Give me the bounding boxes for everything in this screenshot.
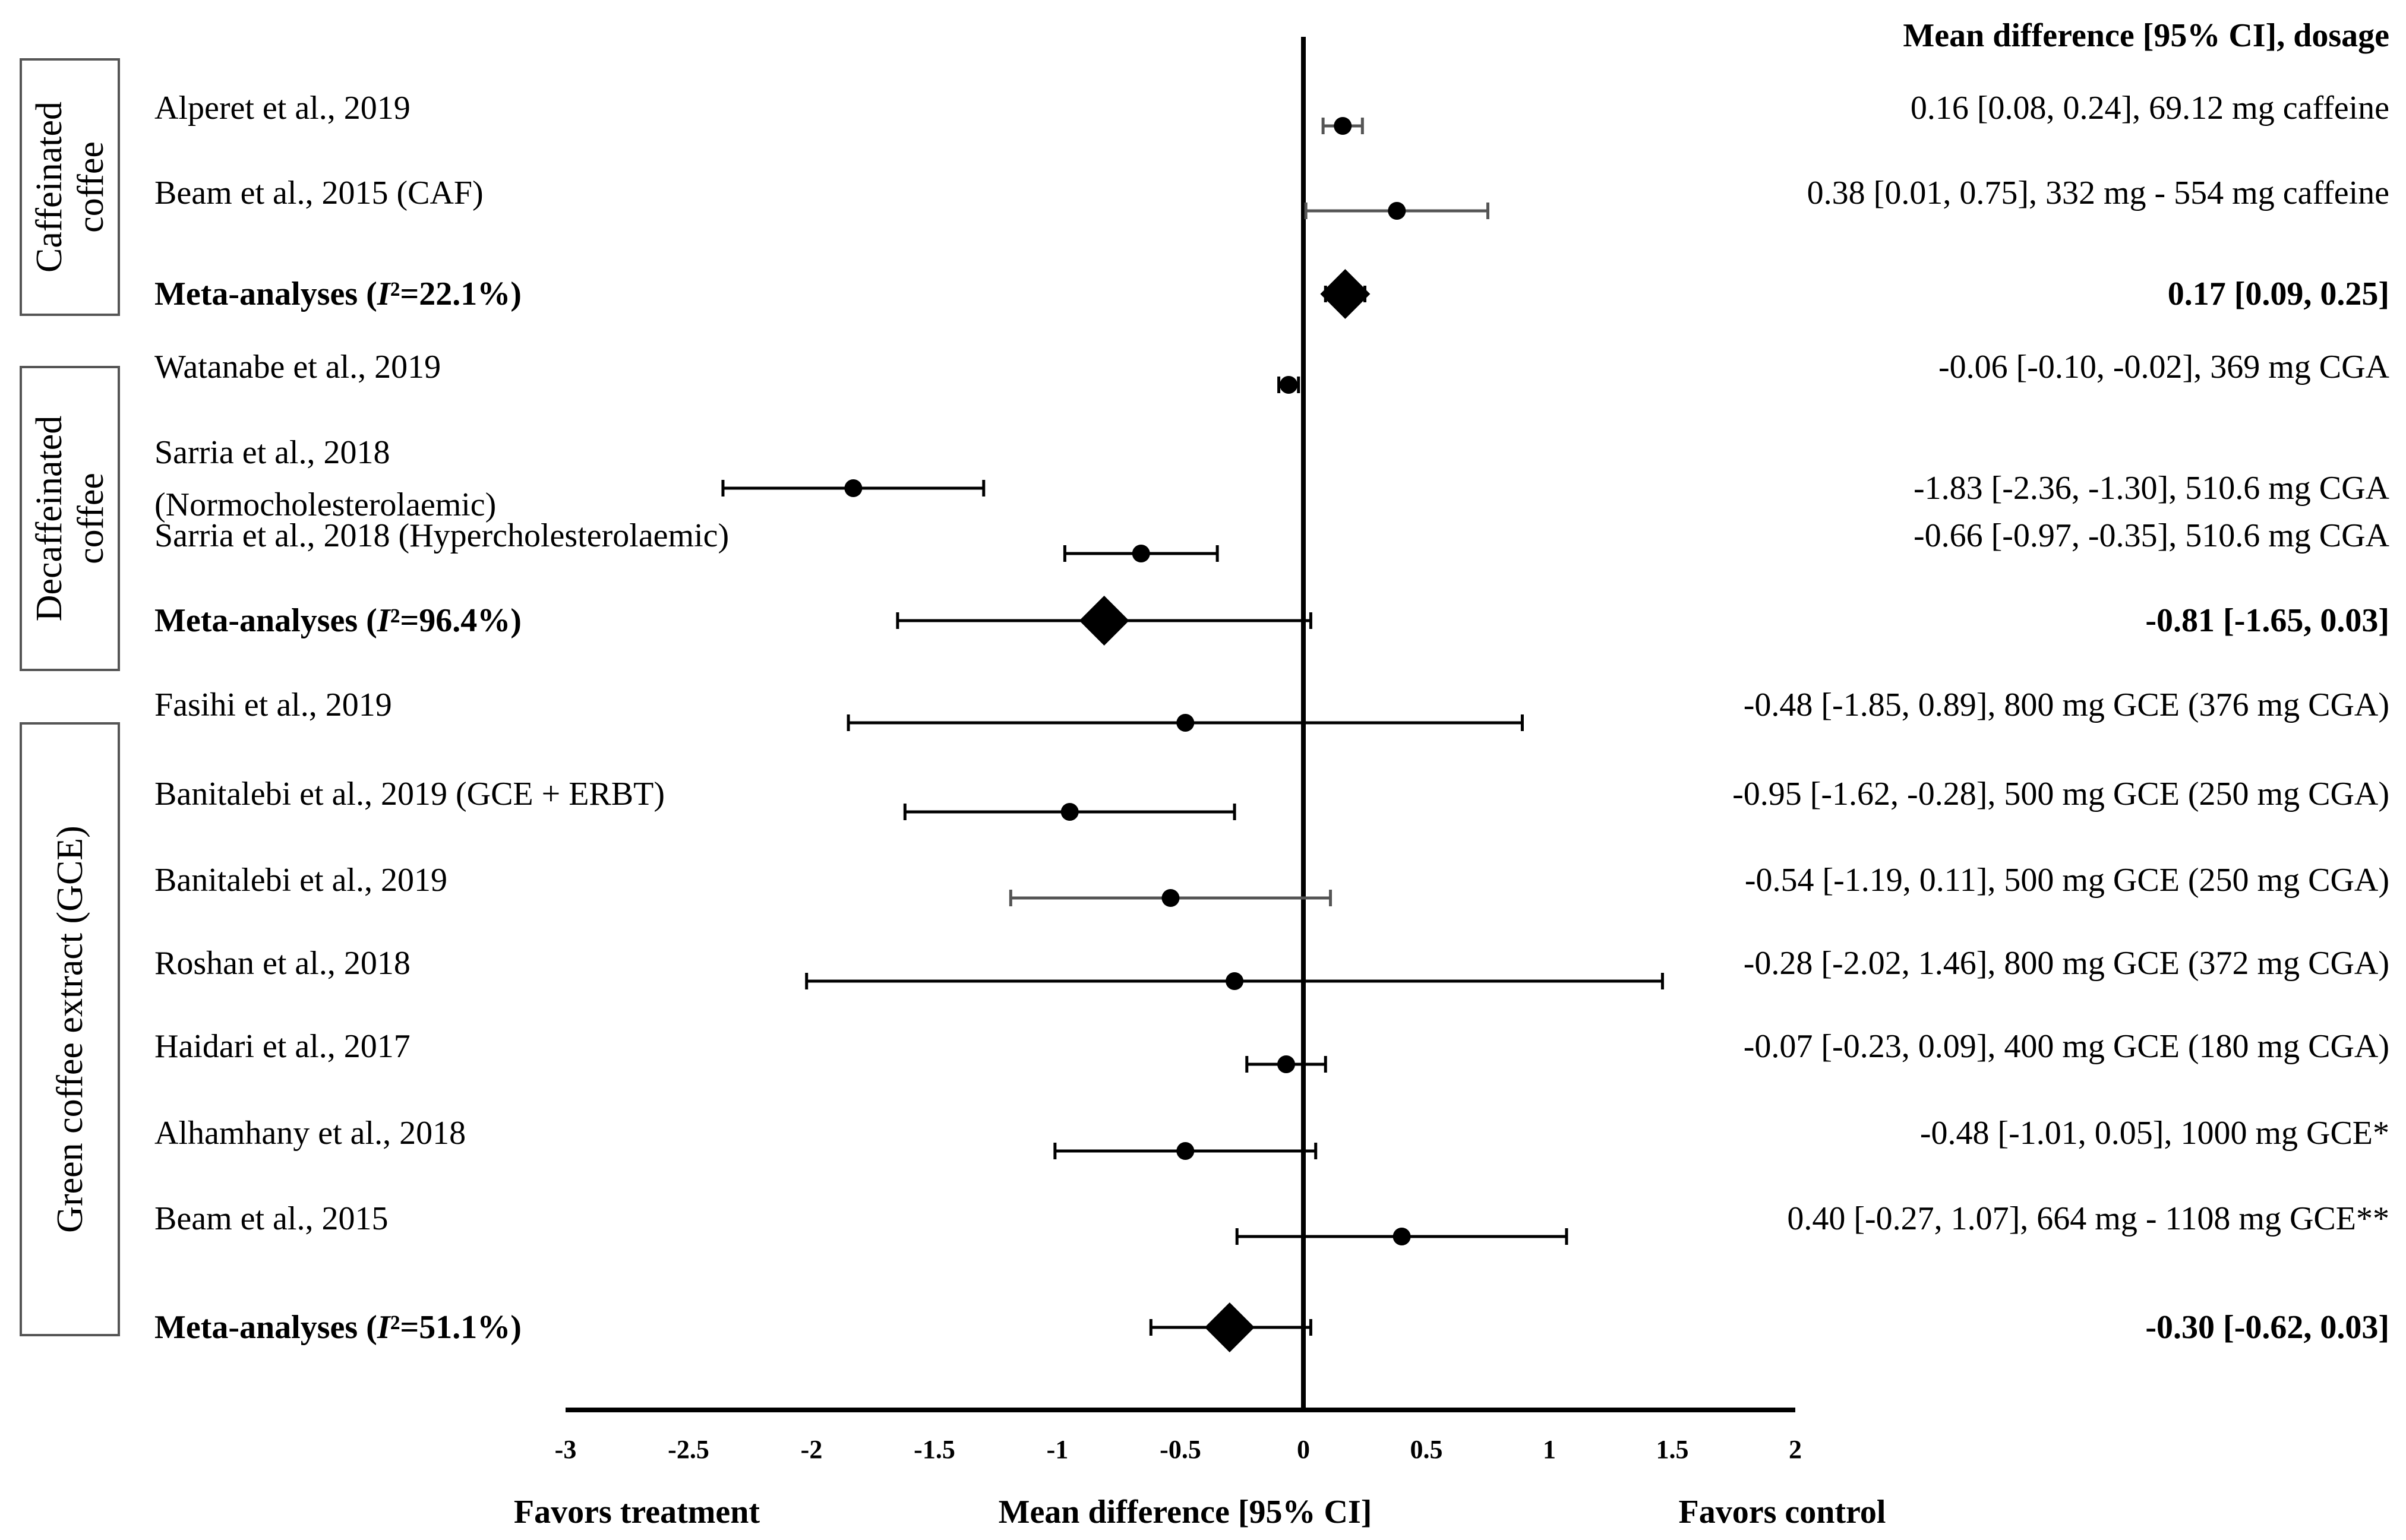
x-tick-label: 2 xyxy=(1789,1435,1802,1464)
study-point xyxy=(1176,714,1195,732)
study-point xyxy=(1280,376,1298,394)
group-label-box: Green coffee extract (GCE) xyxy=(20,722,120,1336)
study-point xyxy=(1226,972,1244,990)
study-point xyxy=(1132,545,1150,562)
x-tick-label: -3 xyxy=(555,1435,577,1464)
study-label: Sarria et al., 2018 xyxy=(154,434,390,471)
study-label: Roshan et al., 2018 xyxy=(154,945,411,982)
pooled-label: Meta-analyses (I²=96.4%) xyxy=(154,602,522,639)
x-tick-label: -1.5 xyxy=(914,1435,955,1464)
study-label: Beam et al., 2015 xyxy=(154,1200,388,1237)
study-estimate-text: -0.28 [-2.02, 1.46], 800 mg GCE (372 mg … xyxy=(1744,945,2389,982)
study-estimate-text: -0.07 [-0.23, 0.09], 400 mg GCE (180 mg … xyxy=(1744,1028,2389,1065)
study-point xyxy=(1277,1055,1296,1073)
study-point xyxy=(1388,202,1406,220)
group-label-box: Caffeinatedcoffee xyxy=(20,58,120,316)
x-tick-label: -1 xyxy=(1047,1435,1069,1464)
study-point xyxy=(1176,1142,1195,1160)
study-estimate-text: -0.54 [-1.19, 0.11], 500 mg GCE (250 mg … xyxy=(1745,862,2389,899)
study-label: Haidari et al., 2017 xyxy=(154,1028,411,1065)
study-point xyxy=(1334,117,1352,135)
x-tick-label: -2.5 xyxy=(668,1435,709,1464)
pooled-estimate-text: -0.81 [-1.65, 0.03] xyxy=(2145,602,2389,639)
x-tick-label: 1 xyxy=(1543,1435,1556,1464)
study-estimate-text: 0.38 [0.01, 0.75], 332 mg - 554 mg caffe… xyxy=(1807,175,2389,211)
study-estimate-text: -0.95 [-1.62, -0.28], 500 mg GCE (250 mg… xyxy=(1732,776,2389,812)
study-label: Watanabe et al., 2019 xyxy=(154,349,441,385)
study-label: Banitalebi et al., 2019 xyxy=(154,862,447,899)
study-estimate-text: 0.40 [-0.27, 1.07], 664 mg - 1108 mg GCE… xyxy=(1787,1200,2389,1237)
study-label: Beam et al., 2015 (CAF) xyxy=(154,175,484,211)
group-label-box: Decaffeinatedcoffee xyxy=(20,366,120,671)
study-label: Fasihi et al., 2019 xyxy=(154,687,392,723)
study-label: Alhamhany et al., 2018 xyxy=(154,1115,466,1152)
study-point xyxy=(1060,803,1079,821)
pooled-estimate-text: 0.17 [0.09, 0.25] xyxy=(2168,276,2389,312)
pooled-estimate-text: -0.30 [-0.62, 0.03] xyxy=(2145,1309,2389,1346)
group-label: Decaffeinatedcoffee xyxy=(29,416,111,622)
pooled-diamond xyxy=(1079,596,1129,646)
x-tick-label: -2 xyxy=(801,1435,823,1464)
x-tick-label: 0 xyxy=(1297,1435,1310,1464)
x-axis-title: Mean difference [95% CI] xyxy=(999,1494,1372,1530)
group-label: Caffeinatedcoffee xyxy=(29,102,111,273)
group-label: Green coffee extract (GCE) xyxy=(50,826,90,1233)
right-column-header: Mean difference [95% CI], dosage xyxy=(1903,17,2389,54)
study-estimate-text: -0.06 [-0.10, -0.02], 369 mg CGA xyxy=(1938,349,2390,385)
study-estimate-text: -1.83 [-2.36, -1.30], 510.6 mg CGA xyxy=(1914,470,2390,507)
study-estimate-text: 0.16 [0.08, 0.24], 69.12 mg caffeine xyxy=(1911,90,2389,127)
study-point xyxy=(1161,889,1180,907)
x-tick-label: 1.5 xyxy=(1656,1435,1689,1464)
study-estimate-text: -0.66 [-0.97, -0.35], 510.6 mg CGA xyxy=(1914,517,2390,554)
study-point xyxy=(844,479,863,497)
study-label: Banitalebi et al., 2019 (GCE + ERBT) xyxy=(154,776,665,812)
study-point xyxy=(1393,1228,1411,1245)
study-estimate-text: -0.48 [-1.85, 0.89], 800 mg GCE (376 mg … xyxy=(1744,687,2389,723)
x-tick-label: 0.5 xyxy=(1410,1435,1443,1464)
study-label: Sarria et al., 2018 (Hypercholesterolaem… xyxy=(154,517,729,554)
pooled-diamond xyxy=(1204,1302,1255,1352)
pooled-diamond xyxy=(1320,269,1371,319)
study-estimate-text: -0.48 [-1.01, 0.05], 1000 mg GCE* xyxy=(1920,1115,2389,1152)
pooled-label: Meta-analyses (I²=51.1%) xyxy=(154,1309,522,1346)
favors-control-label: Favors control xyxy=(1679,1494,1886,1530)
pooled-label: Meta-analyses (I²=22.1%) xyxy=(154,276,522,312)
favors-treatment-label: Favors treatment xyxy=(514,1494,760,1530)
study-label: Alperet et al., 2019 xyxy=(154,90,411,127)
study-label-line2: (Normocholesterolaemic) xyxy=(154,486,496,523)
x-tick-label: -0.5 xyxy=(1160,1435,1201,1464)
